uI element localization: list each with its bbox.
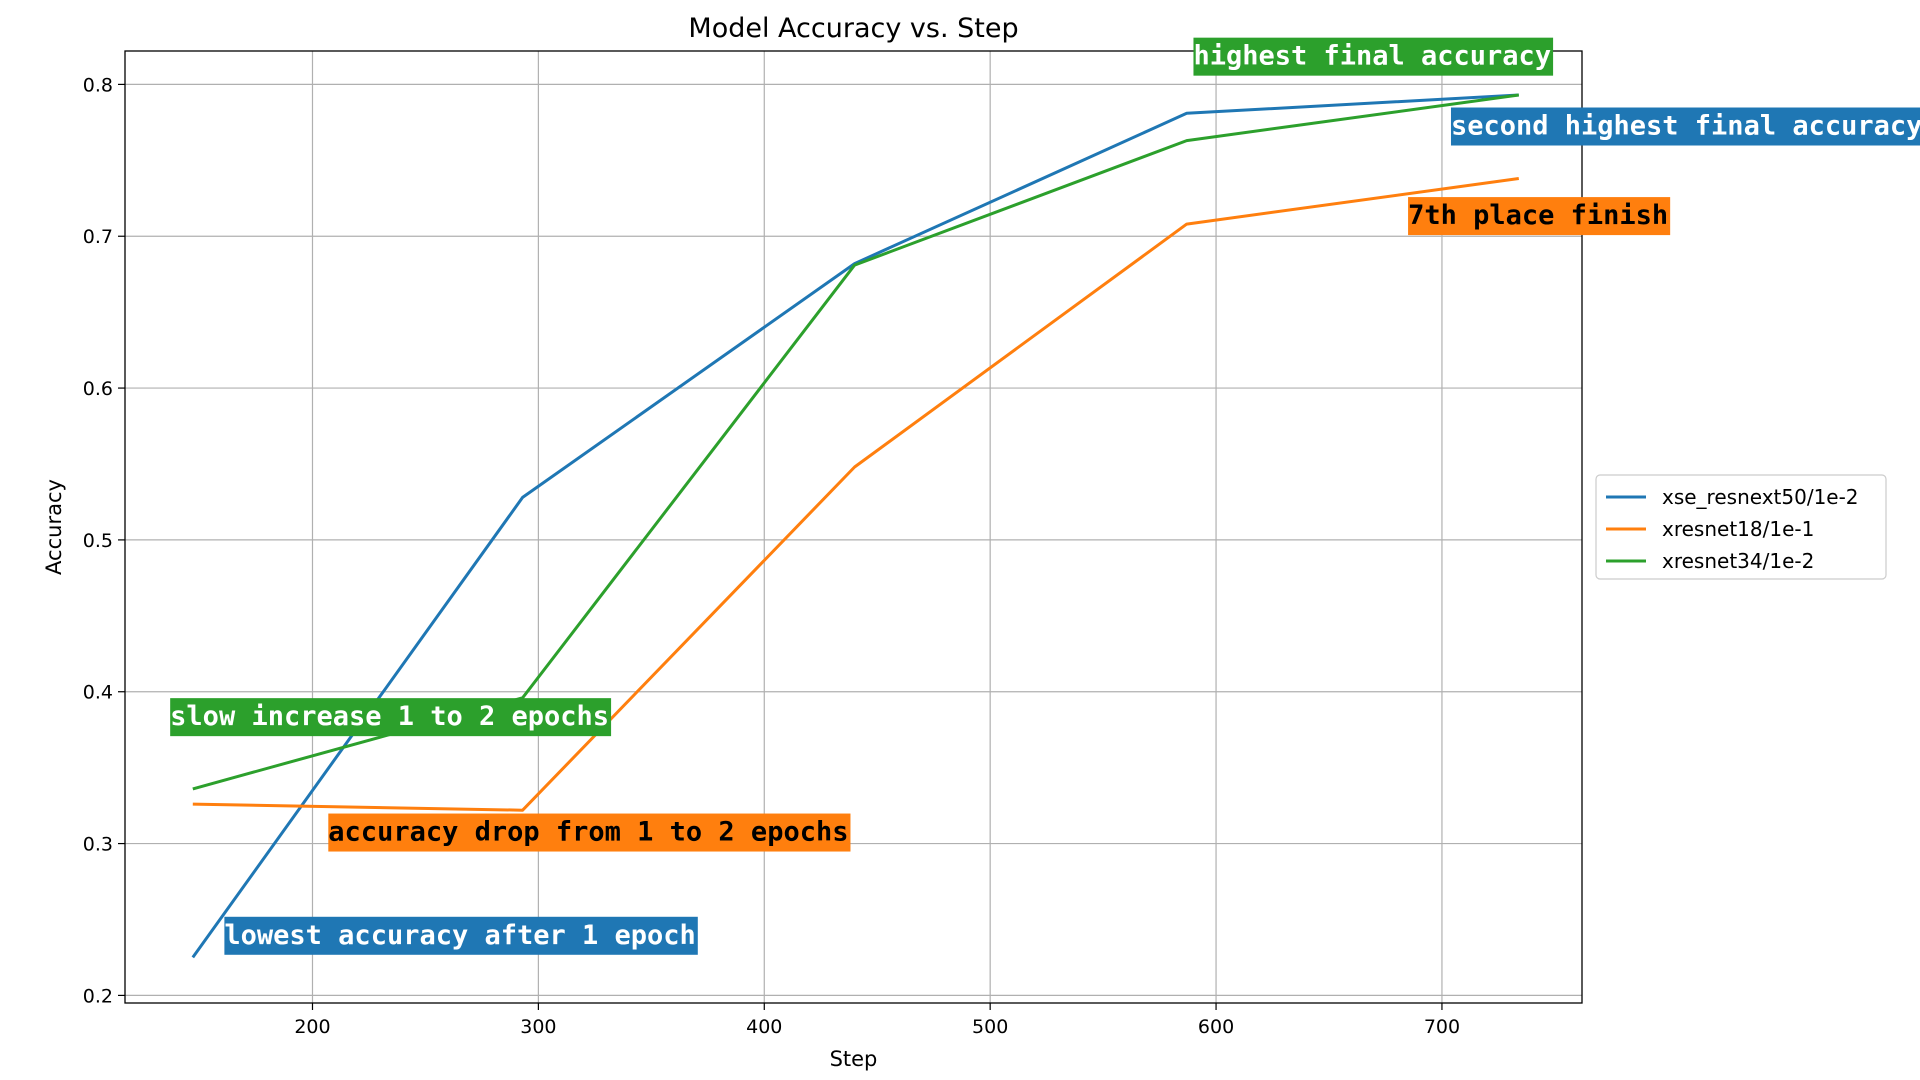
axis-ticks: 200 300 400 500 600 700 0.2 0.3 0.4 0.5 0.6 0.7 0.8	[83, 74, 1460, 1038]
x-tick-label: 400	[746, 1016, 782, 1038]
annotation-text: highest final accuracy	[1193, 41, 1551, 72]
y-tick-label: 0.2	[83, 985, 113, 1007]
annotation-text: 7th place finish	[1408, 200, 1668, 231]
annotation-2: 7th place finish	[1408, 197, 1671, 236]
annotations: highest final accuracy second highest fin…	[170, 37, 1920, 955]
annotation-box	[170, 698, 612, 737]
y-tick-label: 0.3	[83, 834, 113, 856]
annotation-text: second highest final accuracy	[1451, 111, 1920, 142]
x-axis-label: Step	[830, 1047, 878, 1071]
annotation-box	[1408, 197, 1671, 236]
annotation-text: accuracy drop from 1 to 2 epochs	[328, 817, 848, 848]
grid	[125, 51, 1582, 1003]
legend-label: xse_resnext50/1e-2	[1662, 485, 1859, 509]
y-tick-label: 0.4	[83, 682, 113, 704]
plot-frame	[124, 50, 1583, 1004]
y-tick-label: 0.7	[83, 226, 113, 248]
y-tick-label: 0.6	[83, 378, 113, 400]
chart-title: Model Accuracy vs. Step	[688, 13, 1018, 44]
legend-frame	[1595, 474, 1887, 580]
annotation-box	[328, 813, 851, 852]
annotation-text: lowest accuracy after 1 epoch	[224, 920, 695, 951]
legend-label: xresnet34/1e-2	[1662, 549, 1814, 573]
series-line-2	[192, 93, 1520, 791]
x-tick-label: 600	[1198, 1016, 1234, 1038]
x-tick-label: 300	[520, 1016, 556, 1038]
x-tick-label: 200	[294, 1016, 330, 1038]
annotation-1: second highest final accuracy	[1450, 107, 1920, 146]
y-tick-label: 0.8	[83, 74, 113, 96]
annotation-0: highest final accuracy	[1193, 37, 1554, 76]
annotation-box	[224, 916, 698, 955]
x-tick-label: 500	[972, 1016, 1008, 1038]
x-tick-label: 700	[1424, 1016, 1460, 1038]
annotation-box	[1193, 37, 1554, 76]
series-line-1	[192, 177, 1520, 812]
y-axis-label: Accuracy	[42, 479, 66, 575]
annotation-3: slow increase 1 to 2 epochs	[170, 698, 612, 737]
annotation-4: accuracy drop from 1 to 2 epochs	[328, 813, 851, 852]
annotation-box	[1450, 107, 1920, 146]
annotation-text: slow increase 1 to 2 epochs	[170, 701, 609, 732]
y-tick-label: 0.5	[83, 530, 113, 552]
legend-label: xresnet18/1e-1	[1662, 517, 1814, 541]
legend: xse_resnext50/1e-2 xresnet18/1e-1 xresnet3…	[1595, 474, 1887, 580]
annotation-5: lowest accuracy after 1 epoch	[224, 916, 698, 955]
